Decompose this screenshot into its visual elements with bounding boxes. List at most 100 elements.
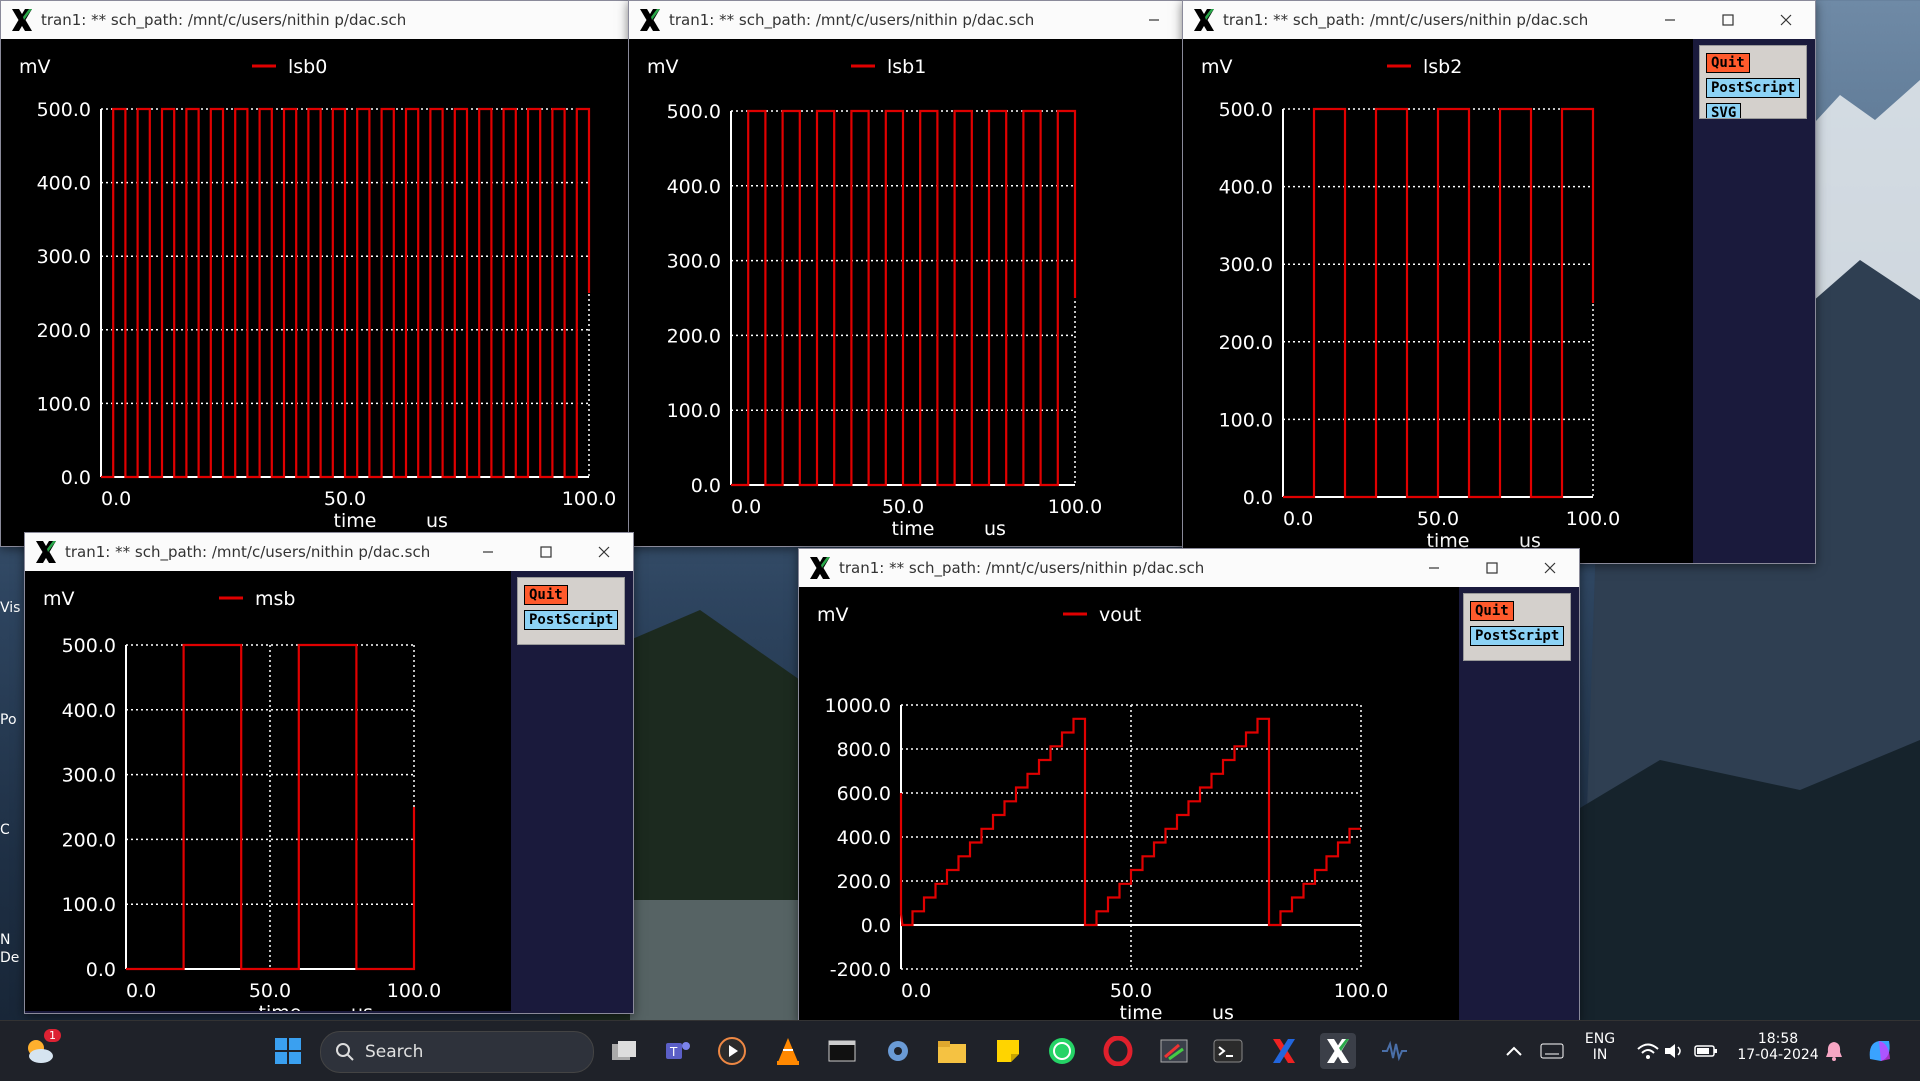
quit-button[interactable]: Quit — [1706, 53, 1750, 73]
window-titlebar[interactable]: tran1: ** sch_path: /mnt/c/users/nithin … — [25, 533, 633, 571]
minimize-icon[interactable] — [1641, 1, 1699, 39]
x-app-icon — [36, 541, 56, 563]
plot-area[interactable]: 0.0 100.0 200.0 300.0 400.0 500.0 0.0 50.0 100.0… — [629, 39, 1183, 546]
x-app-icon — [1194, 9, 1214, 31]
xschem-icon[interactable] — [1376, 1033, 1412, 1069]
close-icon[interactable] — [1521, 549, 1579, 587]
plot-area[interactable]: 0.0 100.0 200.0 300.0 400.0 500.0 0.0 50.0 100.0… — [25, 571, 511, 1011]
clock[interactable]: 18:58 17-04-2024 — [1730, 1031, 1826, 1063]
y-axis-label: mV — [19, 56, 51, 78]
volume-icon[interactable] — [1656, 1033, 1692, 1069]
x-axis-unit: us — [1519, 530, 1541, 552]
y-tick-label: 300.0 — [1219, 254, 1273, 276]
postscript-button[interactable]: PostScript — [1470, 626, 1565, 646]
window-titlebar[interactable]: tran1: ** sch_path: /mnt/c/users/nithin … — [799, 549, 1579, 587]
task-view-icon[interactable] — [606, 1033, 642, 1069]
notification-badge: 1 — [44, 1029, 61, 1042]
search-box[interactable]: Search — [320, 1031, 594, 1073]
maximize-icon[interactable] — [1699, 1, 1757, 39]
y-tick-label: 300.0 — [62, 765, 116, 787]
copilot-icon[interactable] — [1862, 1033, 1898, 1069]
postscript-button[interactable]: PostScript — [1706, 78, 1801, 98]
quit-button[interactable]: Quit — [1470, 601, 1514, 621]
plot-area[interactable]: -200.0 0.0 200.0 400.0 600.0 800.0 1000.0 0.0 50… — [799, 587, 1459, 1021]
maximize-icon[interactable] — [517, 533, 575, 571]
snipping-tool-icon[interactable] — [1156, 1033, 1192, 1069]
start-icon[interactable] — [270, 1033, 306, 1069]
sticky-notes-icon[interactable] — [990, 1033, 1026, 1069]
whatsapp-icon[interactable] — [1044, 1033, 1080, 1069]
y-axis-label: mV — [43, 588, 75, 610]
desktop-icon-label[interactable]: Po — [0, 712, 17, 728]
window-title: tran1: ** sch_path: /mnt/c/users/nithin … — [1223, 11, 1589, 29]
language-indicator[interactable]: ENG IN — [1580, 1031, 1620, 1063]
terminal-window-icon[interactable] — [824, 1033, 860, 1069]
chevron-up-icon[interactable] — [1496, 1033, 1532, 1069]
battery-icon[interactable] — [1688, 1033, 1724, 1069]
x-tick-label: 50.0 — [1110, 980, 1152, 1002]
quit-button[interactable]: Quit — [524, 585, 568, 605]
weather-icon[interactable]: 1 — [22, 1029, 61, 1069]
wifi-icon[interactable] — [1630, 1033, 1666, 1069]
maximize-icon[interactable] — [1463, 549, 1521, 587]
notifications-icon[interactable] — [1816, 1033, 1852, 1069]
y-tick-label: 400.0 — [667, 176, 721, 198]
window-titlebar[interactable]: tran1: ** sch_path: /mnt/c/users/nithin … — [1183, 1, 1815, 39]
y-tick-label: 500.0 — [667, 101, 721, 123]
plot-area[interactable]: 0.0 100.0 200.0 300.0 400.0 500.0 0.0 50.0 100.0… — [1, 39, 629, 546]
plot-area[interactable]: 0.0 100.0 200.0 300.0 400.0 500.0 0.0 50.0 100.0… — [1183, 39, 1693, 563]
window-vout[interactable]: tran1: ** sch_path: /mnt/c/users/nithin … — [798, 548, 1580, 1022]
desktop-icon-label[interactable]: N — [0, 932, 11, 948]
minimize-icon[interactable] — [1405, 549, 1463, 587]
window-titlebar[interactable]: tran1: ** sch_path: /mnt/c/users/nithin … — [1, 1, 629, 39]
opera-icon[interactable] — [1100, 1033, 1136, 1069]
desktop-icon-label[interactable]: De — [0, 950, 20, 966]
xlaunch-icon[interactable] — [1266, 1033, 1302, 1069]
x-server-icon[interactable] — [1320, 1033, 1356, 1069]
keyboard-icon[interactable] — [1534, 1033, 1570, 1069]
y-tick-label: 0.0 — [86, 959, 116, 981]
minimize-icon[interactable] — [459, 533, 517, 571]
clock-date: 17-04-2024 — [1737, 1047, 1819, 1063]
series-line-msb — [126, 643, 416, 971]
window-titlebar[interactable]: tran1: ** sch_path: /mnt/c/users/nithin … — [629, 1, 1183, 39]
y-tick-label: 200.0 — [37, 320, 91, 342]
file-explorer-icon[interactable] — [934, 1033, 970, 1069]
legend-label: lsb2 — [1423, 56, 1462, 78]
settings-icon[interactable] — [880, 1033, 916, 1069]
series-line-lsb2 — [1283, 107, 1595, 499]
y-tick-label: 200.0 — [837, 871, 891, 893]
close-icon[interactable] — [575, 533, 633, 571]
x-tick-label: 0.0 — [731, 496, 761, 518]
x-tick-label: 100.0 — [1334, 980, 1388, 1002]
y-tick-label: 500.0 — [1219, 99, 1273, 121]
y-tick-label: 500.0 — [62, 635, 116, 657]
search-label: Search — [365, 1042, 424, 1062]
x-tick-label: 100.0 — [562, 488, 616, 510]
svg-button[interactable]: SVG — [1706, 103, 1742, 118]
media-player-icon[interactable] — [714, 1033, 750, 1069]
vlc-icon[interactable] — [770, 1033, 806, 1069]
x-tick-label: 50.0 — [249, 980, 291, 1002]
teams-icon[interactable]: T — [660, 1033, 696, 1069]
window-title: tran1: ** sch_path: /mnt/c/users/nithin … — [41, 11, 407, 29]
window-lsb0[interactable]: tran1: ** sch_path: /mnt/c/users/nithin … — [0, 0, 630, 547]
window-lsb1[interactable]: tran1: ** sch_path: /mnt/c/users/nithin … — [628, 0, 1184, 547]
desktop-icon-label[interactable]: C — [0, 822, 10, 838]
x-tick-label: 0.0 — [101, 488, 131, 510]
window-msb[interactable]: tran1: ** sch_path: /mnt/c/users/nithin … — [24, 532, 634, 1014]
terminal-icon[interactable] — [1210, 1033, 1246, 1069]
y-axis-label: mV — [817, 604, 849, 626]
legend-label: vout — [1099, 604, 1141, 626]
minimize-icon[interactable] — [1125, 1, 1183, 39]
language-label: ENG — [1584, 1031, 1616, 1047]
x-axis-label: time — [1120, 1002, 1163, 1021]
window-lsb2[interactable]: tran1: ** sch_path: /mnt/c/users/nithin … — [1182, 0, 1816, 564]
desktop-icon-label[interactable]: Vis — [0, 600, 21, 616]
postscript-button[interactable]: PostScript — [524, 610, 619, 630]
region-label: IN — [1592, 1047, 1608, 1063]
x-axis-label: time — [892, 518, 935, 540]
y-tick-label: 500.0 — [37, 99, 91, 121]
close-icon[interactable] — [1757, 1, 1815, 39]
y-tick-label: 600.0 — [837, 783, 891, 805]
